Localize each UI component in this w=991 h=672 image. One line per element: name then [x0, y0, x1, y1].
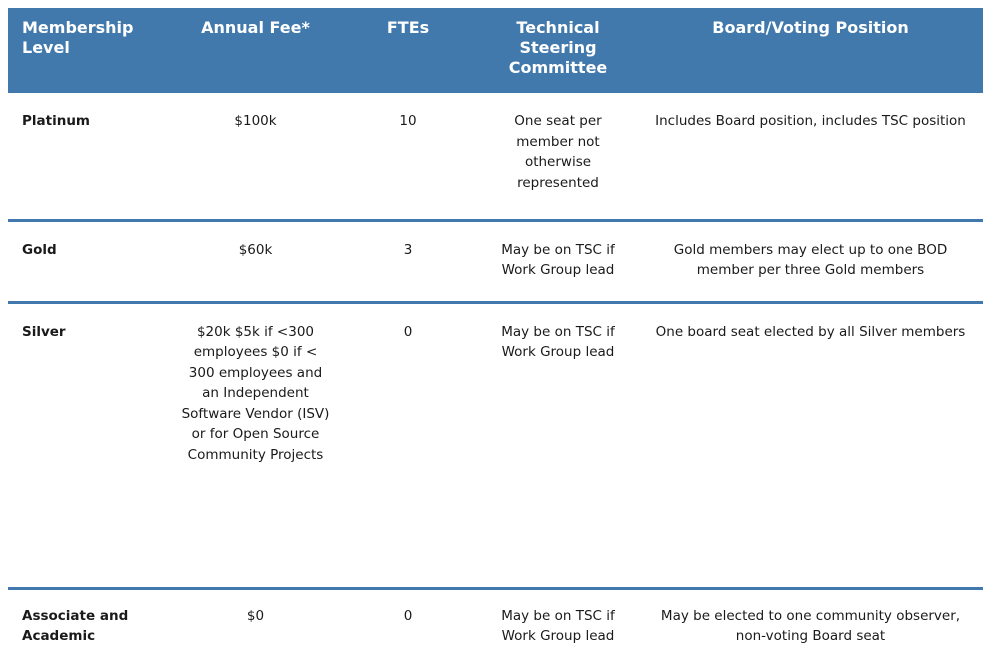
table-row-associate-academic: Associate and Academic $0 0 May be on TS…: [8, 588, 983, 666]
column-header-annual-fee: Annual Fee*: [201, 18, 310, 37]
table-row-silver: Silver $20k $5k if <300 employees $0 if …: [8, 302, 983, 590]
column-header-board-voting-position: Board/Voting Position: [712, 18, 909, 37]
cell-ftes-silver: 0: [338, 302, 478, 590]
cell-fee-gold: $60k: [173, 220, 338, 304]
column-header-ftes: FTEs: [386, 18, 430, 37]
cell-tsc-associate-academic: May be on TSC if Work Group lead: [478, 588, 638, 666]
cell-level-gold: Gold: [8, 220, 173, 304]
table-row-platinum: Platinum $100k 10 One seat per member no…: [8, 93, 983, 222]
cell-ftes-associate-academic: 0: [338, 588, 478, 666]
cell-ftes-gold: 3: [338, 220, 478, 304]
cell-board-associate-academic: May be elected to one community observer…: [638, 588, 983, 666]
cell-level-silver: Silver: [8, 302, 173, 590]
cell-fee-silver: $20k $5k if <300 employees $0 if < 300 e…: [173, 302, 338, 590]
table-body: Platinum $100k 10 One seat per member no…: [8, 93, 983, 666]
cell-level-associate-academic: Associate and Academic: [8, 588, 173, 666]
cell-board-silver: One board seat elected by all Silver mem…: [638, 302, 983, 590]
cell-level-platinum: Platinum: [8, 93, 173, 222]
cell-fee-associate-academic: $0: [173, 588, 338, 666]
cell-board-platinum: Includes Board position, includes TSC po…: [638, 93, 983, 222]
table-row-gold: Gold $60k 3 May be on TSC if Work Group …: [8, 220, 983, 304]
cell-ftes-platinum: 10: [338, 93, 478, 222]
column-header-membership-level: Membership Level: [22, 18, 134, 57]
membership-levels-table: Membership Level Annual Fee* FTEs Techni…: [8, 8, 983, 666]
table-header: Membership Level Annual Fee* FTEs Techni…: [8, 8, 983, 93]
cell-tsc-gold: May be on TSC if Work Group lead: [478, 220, 638, 304]
column-header-technical-steering-committee: Technical Steering Committee: [508, 18, 608, 77]
cell-tsc-platinum: One seat per member not otherwise repres…: [478, 93, 638, 222]
cell-board-gold: Gold members may elect up to one BOD mem…: [638, 220, 983, 304]
cell-fee-platinum: $100k: [173, 93, 338, 222]
table-header-row: Membership Level Annual Fee* FTEs Techni…: [8, 8, 983, 93]
cell-tsc-silver: May be on TSC if Work Group lead: [478, 302, 638, 590]
